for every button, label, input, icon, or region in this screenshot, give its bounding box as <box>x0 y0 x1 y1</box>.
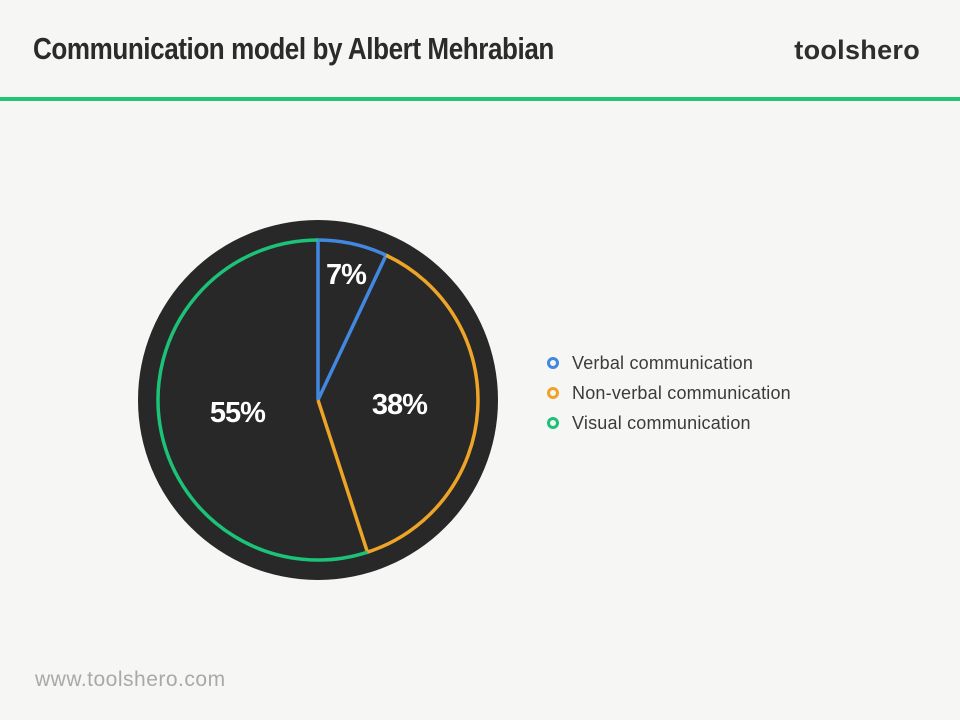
page-title: Communication model by Albert Mehrabian <box>33 31 554 66</box>
header: Communication model by Albert Mehrabian … <box>0 0 960 97</box>
header-divider <box>0 97 960 101</box>
pie-svg: 7% 38% 55% <box>138 220 498 580</box>
pie-slice-outline <box>316 238 389 401</box>
legend-item-verbal: Verbal communication <box>547 348 791 378</box>
legend-swatch-verbal-icon <box>547 357 559 369</box>
legend-label: Verbal communication <box>572 352 754 373</box>
legend-swatch-visual-icon <box>547 417 559 429</box>
legend-item-nonverbal: Non-verbal communication <box>547 378 791 408</box>
legend-item-visual: Visual communication <box>547 408 791 438</box>
chart-legend: Verbal communication Non-verbal communic… <box>547 348 791 438</box>
pie-slice-value-label: 55% <box>210 397 266 429</box>
pie-slice-outline <box>316 253 480 555</box>
legend-label: Visual communication <box>572 412 751 433</box>
pie-slice-value-label: 7% <box>326 259 367 291</box>
pie-slice-outline <box>156 238 368 562</box>
legend-label: Non-verbal communication <box>572 382 791 403</box>
legend-swatch-nonverbal-icon <box>547 387 559 399</box>
website-url: www.toolshero.com <box>35 668 226 691</box>
pie-slice-value-label: 38% <box>372 389 428 421</box>
pie-chart: 7% 38% 55% <box>138 220 498 580</box>
toolshero-logo: toolshero <box>794 35 920 65</box>
